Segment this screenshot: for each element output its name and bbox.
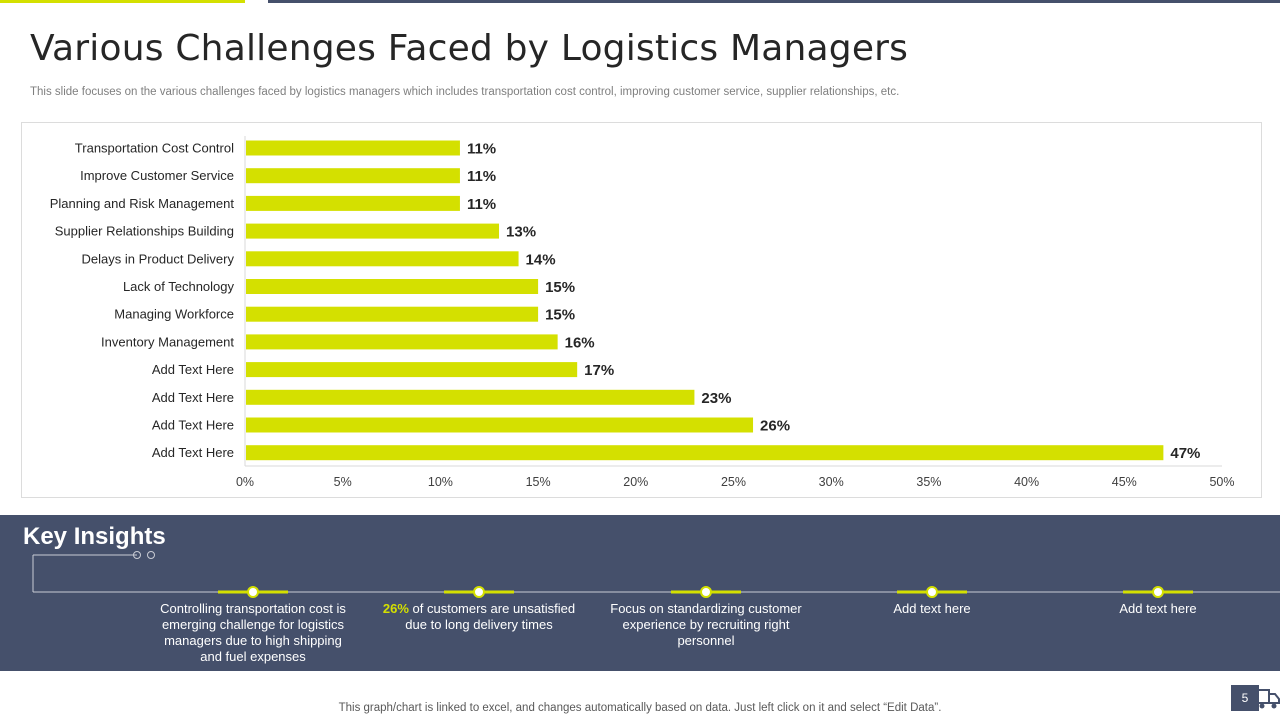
insight-marker-dot bbox=[247, 586, 259, 598]
bar bbox=[246, 195, 460, 211]
x-tick-label: 25% bbox=[721, 475, 746, 489]
category-label: Supplier Relationships Building bbox=[55, 224, 234, 239]
category-label: Add Text Here bbox=[152, 445, 234, 460]
category-label: Add Text Here bbox=[152, 390, 234, 405]
page-title: Various Challenges Faced by Logistics Ma… bbox=[30, 28, 909, 69]
insight-3-text: Focus on standardizing customer experien… bbox=[610, 601, 802, 648]
bar bbox=[246, 445, 1164, 461]
insight-5-text: Add text here bbox=[1119, 601, 1197, 616]
bar bbox=[246, 362, 578, 378]
data-label: 15% bbox=[545, 307, 575, 324]
page-number: 5 bbox=[1241, 691, 1249, 705]
x-tick-label: 35% bbox=[916, 475, 941, 489]
bar bbox=[246, 168, 460, 184]
footnote: This graph/chart is linked to excel, and… bbox=[338, 702, 942, 714]
data-label: 11% bbox=[467, 168, 496, 185]
truck-icon bbox=[1257, 689, 1280, 709]
x-tick-label: 40% bbox=[1014, 475, 1039, 489]
page-number-badge: 5 bbox=[1231, 685, 1259, 711]
x-tick-label: 20% bbox=[623, 475, 648, 489]
category-label: Transportation Cost Control bbox=[75, 141, 234, 156]
category-label: Planning and Risk Management bbox=[50, 196, 235, 211]
x-tick-label: 10% bbox=[428, 475, 453, 489]
bar bbox=[246, 251, 519, 267]
data-label: 26% bbox=[760, 418, 790, 435]
data-label: 15% bbox=[545, 279, 575, 296]
bar bbox=[246, 279, 539, 294]
data-label: 14% bbox=[526, 251, 556, 268]
x-tick-label: 5% bbox=[334, 475, 352, 489]
bar bbox=[246, 223, 500, 239]
insights-timeline bbox=[32, 551, 1280, 598]
data-label: 13% bbox=[506, 224, 536, 241]
bar bbox=[246, 306, 539, 322]
insight-3: Focus on standardizing customer experien… bbox=[606, 601, 806, 649]
data-label: 16% bbox=[565, 334, 595, 351]
insight-5: Add text here bbox=[1058, 601, 1258, 617]
category-label: Inventory Management bbox=[101, 334, 234, 349]
insight-4: Add text here bbox=[832, 601, 1032, 617]
data-label: 23% bbox=[701, 390, 731, 407]
category-label: Lack of Technology bbox=[123, 279, 235, 294]
insight-1-text: Controlling transportation cost is emerg… bbox=[160, 601, 346, 664]
insight-1: Controlling transportation cost is emerg… bbox=[153, 601, 353, 665]
bar bbox=[246, 389, 695, 405]
data-label: 17% bbox=[584, 362, 614, 379]
category-label: Delays in Product Delivery bbox=[82, 251, 235, 266]
insight-marker-dot bbox=[1152, 586, 1164, 598]
bar-chart[interactable]: Transportation Cost Control 11% Improve Cu… bbox=[0, 0, 1280, 510]
bar bbox=[246, 140, 460, 156]
insight-2-highlight: 26% bbox=[382, 601, 409, 616]
x-tick-label: 15% bbox=[526, 475, 551, 489]
insight-marker-dot bbox=[700, 586, 712, 598]
x-tick-label: 30% bbox=[819, 475, 844, 489]
insight-4-text: Add text here bbox=[893, 601, 971, 616]
category-label: Managing Workforce bbox=[114, 307, 234, 322]
data-label: 11% bbox=[467, 196, 496, 213]
insight-2-text: of customers are unsatisfied due to long… bbox=[405, 601, 576, 632]
bar bbox=[246, 334, 558, 350]
x-tick-label: 0% bbox=[236, 475, 254, 489]
page-subtitle: This slide focuses on the various challe… bbox=[30, 86, 900, 98]
category-label: Add Text Here bbox=[152, 418, 234, 433]
category-label: Improve Customer Service bbox=[80, 168, 234, 183]
top-accent-bar bbox=[0, 0, 245, 3]
key-insights-panel: Key Insights Controlling transportation … bbox=[0, 515, 1280, 671]
x-tick-label: 45% bbox=[1112, 475, 1137, 489]
category-label: Add Text Here bbox=[152, 362, 234, 377]
data-label: 47% bbox=[1170, 445, 1200, 462]
top-dark-bar bbox=[268, 0, 1280, 3]
bar bbox=[246, 417, 754, 433]
insight-marker-dot bbox=[926, 586, 938, 598]
insight-2: 26% of customers are unsatisfied due to … bbox=[379, 601, 579, 633]
x-tick-label: 50% bbox=[1209, 475, 1234, 489]
insight-marker-dot bbox=[473, 586, 485, 598]
key-insights-title: Key Insights bbox=[23, 523, 166, 550]
chart-frame[interactable] bbox=[21, 122, 1262, 498]
data-label: 11% bbox=[467, 141, 496, 158]
